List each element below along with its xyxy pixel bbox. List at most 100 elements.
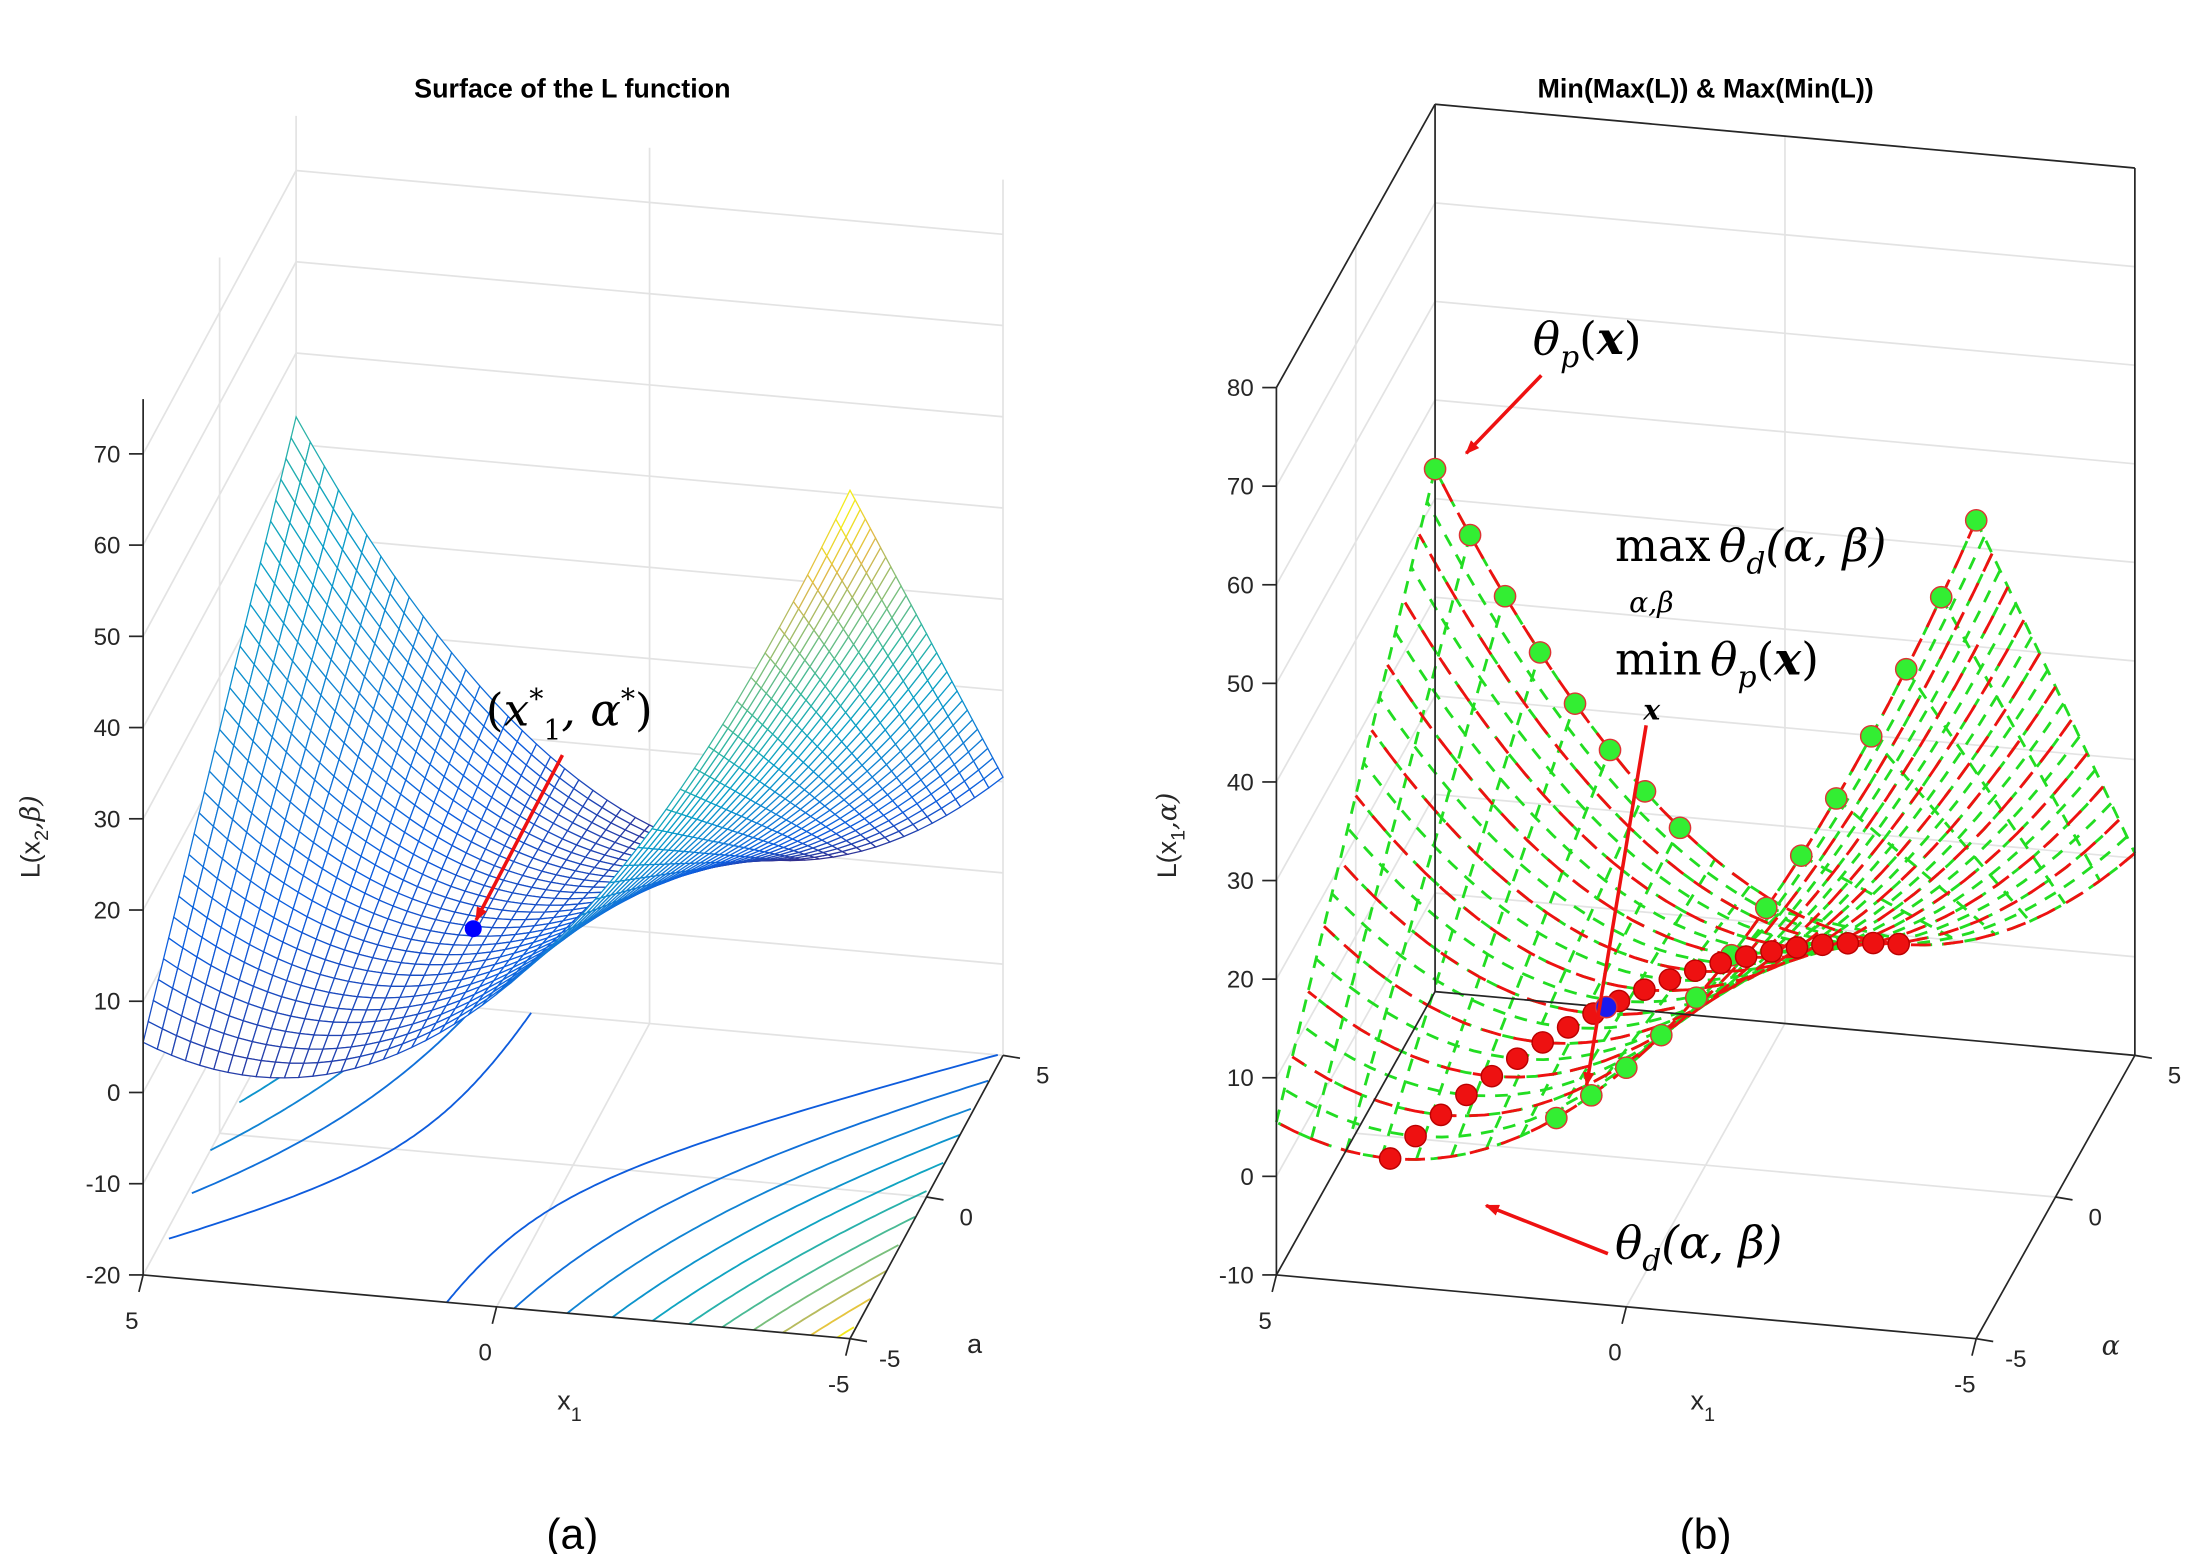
z-tick-label: 20: [1227, 967, 1254, 994]
primal-point: [1754, 896, 1778, 920]
primal-point: [1929, 585, 1953, 609]
dual-point: [1683, 959, 1707, 982]
contour-line: [688, 1190, 927, 1325]
max-theta-d-annotation: max θd(α, β): [1615, 519, 1886, 582]
primal-mesh-line: [1520, 827, 1682, 1137]
x-tick-mark: [1271, 1274, 1278, 1293]
dual-mesh-line: [1299, 569, 2002, 1098]
z-tick-label: -10: [86, 1171, 121, 1198]
dual-mesh-line: [1330, 636, 2033, 1030]
y-tick-label: 0: [2088, 1204, 2101, 1231]
panel-label-b: (b): [1680, 1511, 1732, 1554]
dual-point: [1531, 1031, 1555, 1054]
primal-mesh-line: [1939, 596, 2102, 882]
grid-line: [1275, 596, 2135, 881]
z-tick-label: 70: [1227, 474, 1254, 501]
grid-line: [142, 260, 1004, 546]
dual-point: [1378, 1147, 1402, 1170]
y-tick-label: -5: [2005, 1346, 2026, 1373]
x-axis-label-a: x1: [557, 1386, 581, 1426]
primal-mesh-line: [1555, 858, 1717, 1119]
primal-point: [1894, 657, 1918, 681]
dual-function-line: [1433, 468, 2136, 947]
z-tick-label: 40: [1227, 769, 1254, 796]
contour-line: [753, 1244, 899, 1331]
contour-line: [168, 1012, 532, 1240]
dual-mesh-line: [1425, 501, 2128, 946]
primal-point: [1458, 523, 1482, 547]
y-tick-mark: [849, 1337, 868, 1343]
grid-line: [1275, 103, 2135, 388]
y-axis-label-a: a: [967, 1329, 982, 1359]
contour-line: [566, 1108, 972, 1314]
y-tick-mark: [926, 1196, 944, 1201]
markers: [1378, 457, 1988, 1170]
y-tick-mark: [1002, 1054, 1021, 1060]
box-edge: [1275, 991, 1436, 1276]
contour-line: [446, 1054, 998, 1303]
saddle-point-marker: [464, 920, 482, 938]
z-tick-label: 0: [1240, 1164, 1253, 1191]
z-tick-label: 40: [94, 715, 121, 742]
primal-point: [1964, 509, 1988, 532]
z-tick-label: 0: [107, 1080, 120, 1107]
primal-point: [1789, 844, 1813, 867]
primal-point: [1668, 816, 1692, 840]
dual-point: [1887, 932, 1911, 956]
primal-point: [1544, 1106, 1568, 1130]
dual-function-line: [1323, 619, 2026, 1045]
chart-title-a: Surface of the L function: [414, 74, 730, 104]
dual-point: [1734, 945, 1758, 968]
x-axis-label-b: x1: [1691, 1386, 1715, 1426]
contour-line: [810, 1298, 871, 1336]
contour-line: [836, 1326, 855, 1339]
primal-point: [1563, 692, 1587, 715]
dual-point: [1785, 936, 1809, 959]
min-subscript: x: [1642, 693, 1661, 727]
dual-function-line: [1354, 685, 2057, 993]
primal-mesh-line: [1450, 749, 1612, 1158]
dual-function-line: [1291, 552, 1994, 1118]
x-tick-label: -5: [828, 1372, 849, 1399]
x-tick-label: 5: [125, 1308, 138, 1335]
chart-title-b: Min(Max(L)) & Max(Min(L)): [1538, 74, 1874, 104]
z-tick-label: -10: [1219, 1262, 1254, 1289]
dual-point: [1709, 951, 1733, 975]
z-tick-label: 70: [94, 441, 121, 468]
y-tick-label: 5: [1036, 1063, 1049, 1090]
grid-line: [1275, 201, 2135, 487]
z-tick-label: 10: [94, 989, 121, 1016]
saddle-annotation: (x*1, α*): [486, 682, 653, 746]
x-tick-mark: [1621, 1306, 1628, 1325]
y-tick-mark: [2055, 1196, 2073, 1201]
theta-d-arrow: [1484, 1203, 1609, 1256]
dual-mesh-line: [1338, 652, 2041, 1016]
grid-line: [142, 169, 1004, 455]
dual-function-line: [1402, 598, 2105, 950]
saddle-arrow: [474, 754, 565, 922]
y-tick-mark: [1976, 1337, 1994, 1343]
y-axis-line: [1975, 1054, 2136, 1340]
dual-point: [1556, 1016, 1580, 1039]
dual-point: [1633, 978, 1656, 1001]
x-tick-mark: [1971, 1338, 1978, 1356]
primal-mesh-line: [1765, 906, 1926, 947]
dual-function-line: [1386, 664, 2089, 960]
grid-line: [1355, 1132, 2056, 1198]
primal-mesh-line: [1345, 595, 1507, 1152]
theta-p-arrow: [1464, 374, 1543, 455]
dual-function-line: [1307, 586, 2010, 1079]
primal-mesh-line: [1800, 854, 1961, 944]
dual-point: [1658, 968, 1682, 991]
dual-point: [1404, 1124, 1427, 1148]
z-tick-label: -20: [86, 1262, 121, 1289]
surface-mesh: [142, 415, 1004, 1079]
dashed-surface-mesh: [1275, 468, 2137, 1161]
grid-line: [219, 1132, 927, 1198]
dual-mesh-line: [1386, 664, 2089, 960]
